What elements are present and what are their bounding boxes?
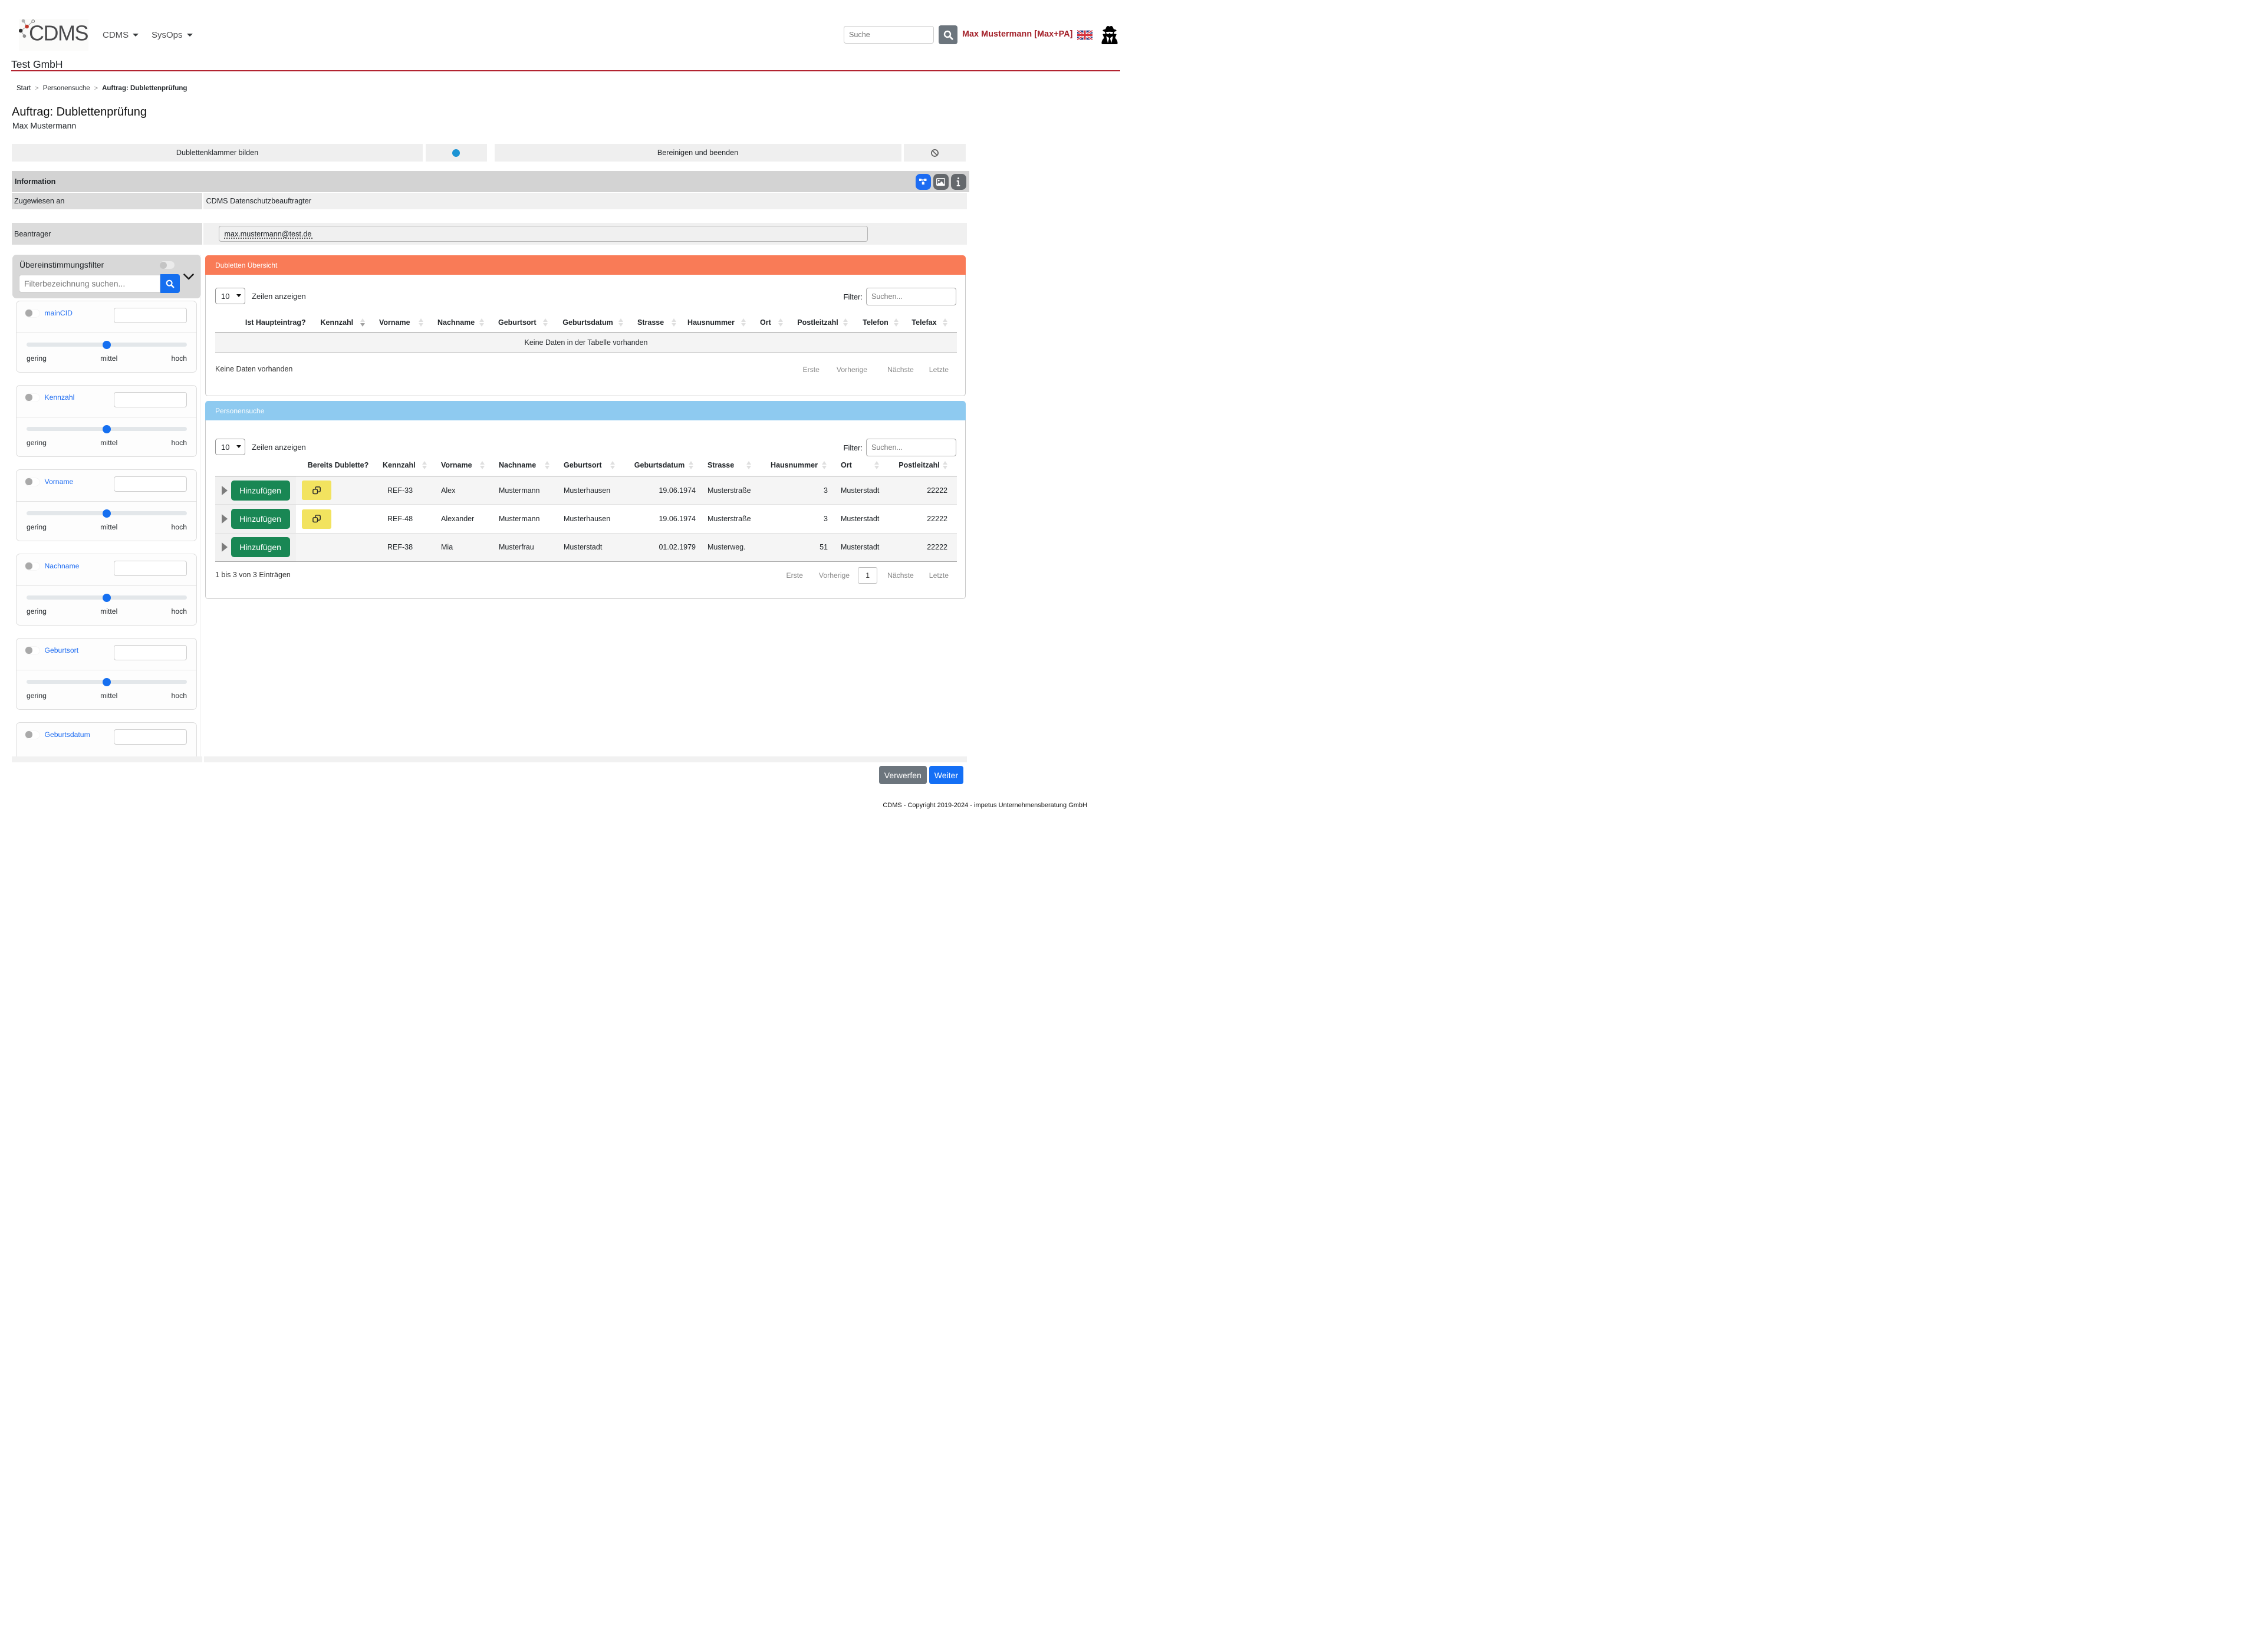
svg-text:CDMS: CDMS (29, 21, 88, 45)
